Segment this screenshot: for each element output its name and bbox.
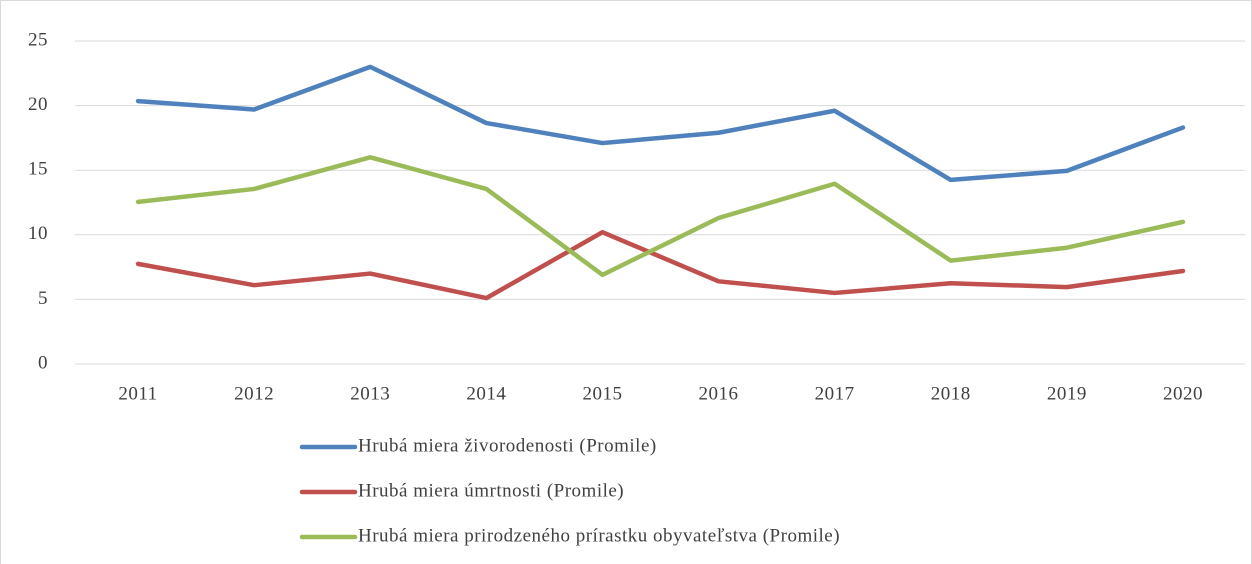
y-tick-label: 15 — [28, 159, 48, 180]
legend-label: Hrubá miera živorodenosti (Promile) — [358, 435, 657, 456]
x-tick-label: 2011 — [118, 383, 157, 404]
x-tick-label: 2016 — [699, 383, 739, 404]
x-tick-label: 2017 — [815, 383, 855, 404]
y-tick-label: 5 — [38, 288, 48, 309]
data-line — [135, 229, 1186, 301]
x-tick-label: 2013 — [350, 383, 390, 404]
x-tick-label: 2012 — [234, 383, 274, 404]
x-tick-label: 2019 — [1047, 383, 1087, 404]
y-tick-label: 0 — [38, 352, 48, 373]
legend-label: Hrubá miera prirodzeného prírastku obyva… — [358, 525, 840, 546]
legend-label: Hrubá miera úmrtnosti (Promile) — [358, 480, 624, 501]
data-line — [135, 155, 1186, 278]
data-line — [135, 64, 1186, 183]
x-tick-label: 2020 — [1163, 383, 1203, 404]
x-tick-label: 2018 — [931, 383, 971, 404]
x-tick-label: 2015 — [582, 383, 622, 404]
y-tick-label: 10 — [28, 223, 48, 244]
x-tick-label: 2014 — [466, 383, 506, 404]
y-tick-label: 20 — [28, 94, 48, 115]
y-tick-label: 25 — [28, 29, 48, 50]
